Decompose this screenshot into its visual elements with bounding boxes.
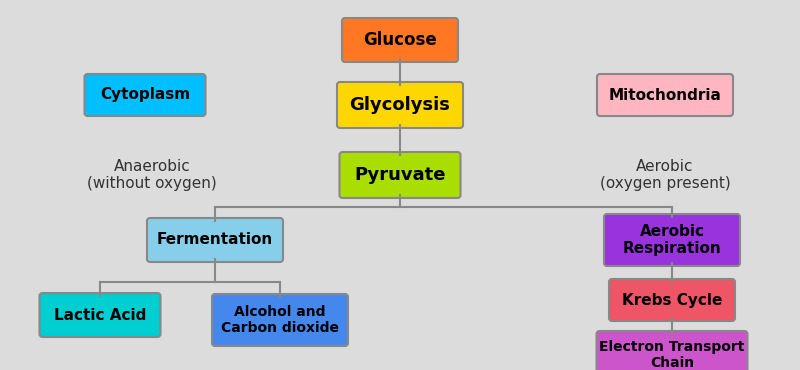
- FancyBboxPatch shape: [337, 82, 463, 128]
- Text: Krebs Cycle: Krebs Cycle: [622, 293, 722, 307]
- Text: Pyruvate: Pyruvate: [354, 166, 446, 184]
- Text: Aerobic
Respiration: Aerobic Respiration: [622, 224, 722, 256]
- FancyBboxPatch shape: [597, 74, 733, 116]
- Text: Cytoplasm: Cytoplasm: [100, 87, 190, 102]
- FancyBboxPatch shape: [85, 74, 206, 116]
- FancyBboxPatch shape: [39, 293, 161, 337]
- Text: Alcohol and
Carbon dioxide: Alcohol and Carbon dioxide: [221, 305, 339, 335]
- Text: Aerobic
(oxygen present): Aerobic (oxygen present): [600, 159, 730, 191]
- FancyBboxPatch shape: [212, 294, 348, 346]
- Text: Mitochondria: Mitochondria: [609, 87, 722, 102]
- Text: Lactic Acid: Lactic Acid: [54, 307, 146, 323]
- FancyBboxPatch shape: [597, 331, 747, 370]
- FancyBboxPatch shape: [147, 218, 283, 262]
- Text: Glucose: Glucose: [363, 31, 437, 49]
- FancyBboxPatch shape: [609, 279, 735, 321]
- FancyBboxPatch shape: [342, 18, 458, 62]
- Text: Electron Transport
Chain: Electron Transport Chain: [599, 340, 745, 370]
- FancyBboxPatch shape: [604, 214, 740, 266]
- Text: Glycolysis: Glycolysis: [350, 96, 450, 114]
- Text: Fermentation: Fermentation: [157, 232, 273, 248]
- FancyBboxPatch shape: [339, 152, 461, 198]
- Text: Anaerobic
(without oxygen): Anaerobic (without oxygen): [87, 159, 217, 191]
